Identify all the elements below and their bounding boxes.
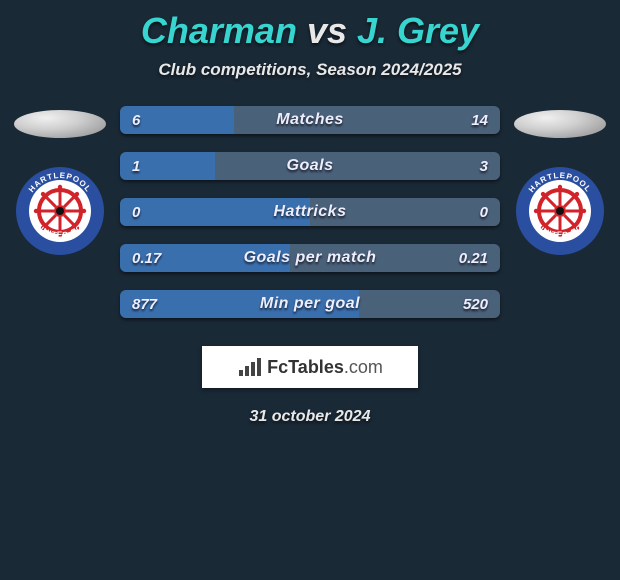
player1-club-crest: HARTLEPOOLUNITED FC (15, 166, 105, 256)
player2-club-crest: HARTLEPOOLUNITED FC (515, 166, 605, 256)
brand-badge: FcTables.com (202, 346, 418, 388)
stat-label: Min per goal (120, 290, 500, 318)
stat-right-value: 520 (463, 290, 488, 318)
player2-avatar-placeholder (514, 110, 606, 138)
stat-right-value: 3 (480, 152, 488, 180)
player2-name: J. Grey (357, 10, 479, 51)
stat-bar: 1Goals3 (120, 152, 500, 180)
stat-label: Goals per match (120, 244, 500, 272)
stat-bar: 0Hattricks0 (120, 198, 500, 226)
player1-avatar-placeholder (14, 110, 106, 138)
brand-text-bold: FcTables (267, 357, 344, 377)
stat-label: Goals (120, 152, 500, 180)
stat-right-value: 0 (480, 198, 488, 226)
player1-name: Charman (141, 10, 297, 51)
stat-label: Hattricks (120, 198, 500, 226)
comparison-body: HARTLEPOOLUNITED FC 6Matches141Goals30Ha… (0, 110, 620, 318)
stat-right-value: 14 (471, 106, 488, 134)
stat-bar: 877Min per goal520 (120, 290, 500, 318)
stat-label: Matches (120, 106, 500, 134)
date: 31 october 2024 (0, 408, 620, 426)
stat-bar: 0.17Goals per match0.21 (120, 244, 500, 272)
stat-right-value: 0.21 (459, 244, 488, 272)
brand-text: FcTables.com (267, 357, 383, 378)
left-side: HARTLEPOOLUNITED FC (10, 110, 110, 256)
right-side: HARTLEPOOLUNITED FC (510, 110, 610, 256)
brand-text-thin: .com (344, 357, 383, 377)
vs-separator: vs (297, 10, 357, 51)
comparison-title: Charman vs J. Grey (0, 0, 620, 52)
brand-chart-icon (237, 356, 263, 378)
stats-bars: 6Matches14 1Goals3 0Hattricks0 0.17Goals pe… (110, 106, 510, 318)
stat-bar: 6Matches14 (120, 106, 500, 134)
subtitle: Club competitions, Season 2024/2025 (0, 60, 620, 80)
